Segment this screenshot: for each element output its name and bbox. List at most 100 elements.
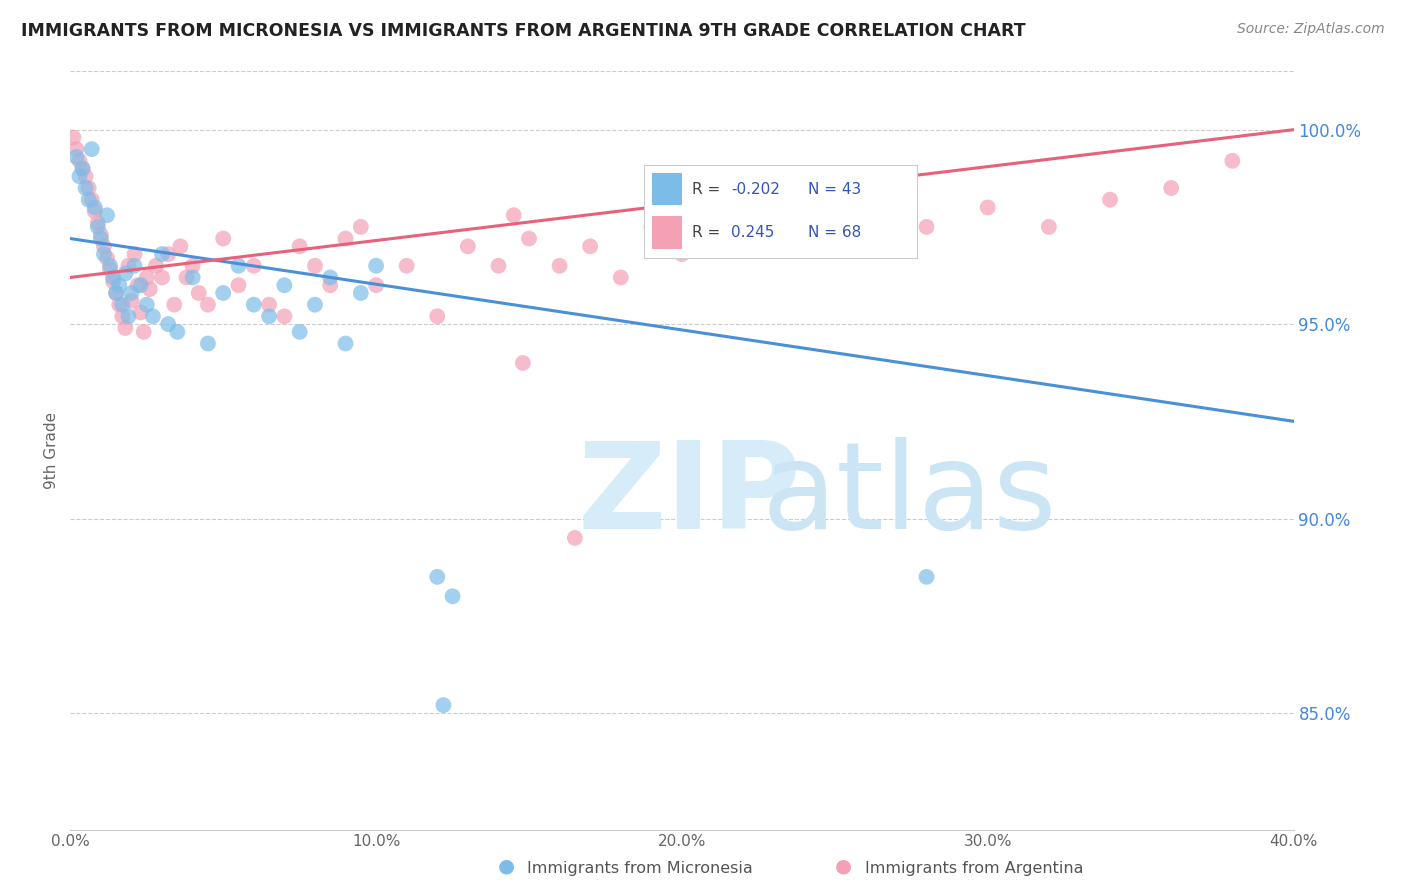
Point: [72, 161, 94, 176]
Point: [77, 193, 100, 207]
Point: [145, 259, 167, 273]
Point: [502, 208, 524, 222]
Point: [166, 325, 188, 339]
Point: [176, 270, 198, 285]
Point: [243, 259, 266, 273]
Point: [83, 201, 105, 215]
Point: [132, 325, 155, 339]
Point: [163, 298, 186, 312]
Point: [579, 239, 602, 253]
Text: R =: R =: [692, 182, 725, 196]
Point: [62, 130, 84, 145]
Point: [304, 259, 326, 273]
Point: [65, 142, 87, 156]
Point: [640, 219, 662, 234]
Text: N = 68: N = 68: [807, 225, 860, 240]
Bar: [652, 173, 682, 205]
Text: Source: ZipAtlas.com: Source: ZipAtlas.com: [1237, 22, 1385, 37]
Point: [212, 285, 235, 300]
Point: [976, 201, 998, 215]
Point: [228, 259, 250, 273]
Point: [457, 239, 479, 253]
Point: [105, 285, 128, 300]
Point: [124, 259, 146, 273]
Point: [121, 293, 143, 308]
Point: [187, 285, 209, 300]
Point: [1160, 181, 1182, 195]
Point: [335, 336, 357, 351]
Point: [93, 239, 115, 253]
Point: [90, 227, 112, 242]
Point: [441, 589, 464, 603]
Text: atlas: atlas: [762, 437, 1057, 555]
Point: [426, 570, 449, 584]
Point: [350, 285, 373, 300]
Y-axis label: 9th Grade: 9th Grade: [44, 412, 59, 489]
Point: [288, 325, 311, 339]
Point: [432, 698, 454, 713]
Text: Immigrants from Argentina: Immigrants from Argentina: [865, 861, 1083, 876]
Point: [181, 270, 204, 285]
Point: [87, 219, 110, 234]
Point: [108, 298, 131, 312]
Point: [257, 310, 280, 324]
Point: [117, 259, 139, 273]
Point: [98, 262, 121, 277]
Point: [108, 278, 131, 293]
Bar: [652, 217, 682, 249]
Point: [101, 274, 124, 288]
Point: [96, 208, 118, 222]
Text: ZIP: ZIP: [578, 437, 801, 555]
Point: [111, 310, 134, 324]
Point: [121, 285, 143, 300]
Point: [273, 278, 295, 293]
Text: 0.245: 0.245: [731, 225, 775, 240]
Text: ●: ●: [498, 857, 515, 876]
Point: [124, 247, 146, 261]
Point: [87, 216, 110, 230]
Point: [80, 142, 103, 156]
Point: [69, 169, 91, 184]
Point: [83, 204, 105, 219]
Point: [169, 239, 191, 253]
Point: [150, 247, 173, 261]
Text: ●: ●: [835, 857, 852, 876]
Point: [288, 239, 311, 253]
Point: [157, 247, 180, 261]
Point: [793, 219, 815, 234]
Point: [129, 305, 152, 319]
Point: [488, 259, 510, 273]
Point: [129, 278, 152, 293]
Text: R =: R =: [692, 225, 725, 240]
Text: -0.202: -0.202: [731, 182, 780, 196]
Text: Immigrants from Micronesia: Immigrants from Micronesia: [527, 861, 754, 876]
Point: [335, 231, 357, 245]
Point: [319, 270, 342, 285]
Point: [350, 219, 373, 234]
Point: [75, 181, 97, 195]
Point: [157, 317, 180, 331]
Point: [197, 298, 219, 312]
Point: [671, 247, 693, 261]
Point: [243, 298, 266, 312]
Point: [366, 259, 388, 273]
Point: [304, 298, 326, 312]
Point: [915, 570, 938, 584]
Point: [228, 278, 250, 293]
Point: [142, 310, 165, 324]
Point: [135, 270, 157, 285]
Point: [426, 310, 449, 324]
Point: [111, 298, 134, 312]
Point: [117, 310, 139, 324]
Point: [319, 278, 342, 293]
Point: [98, 259, 121, 273]
Point: [1038, 219, 1060, 234]
Point: [101, 270, 124, 285]
Point: [114, 267, 136, 281]
Point: [69, 153, 91, 168]
Point: [731, 231, 754, 245]
Point: [96, 251, 118, 265]
Point: [181, 259, 204, 273]
Point: [548, 259, 571, 273]
Point: [1099, 193, 1122, 207]
